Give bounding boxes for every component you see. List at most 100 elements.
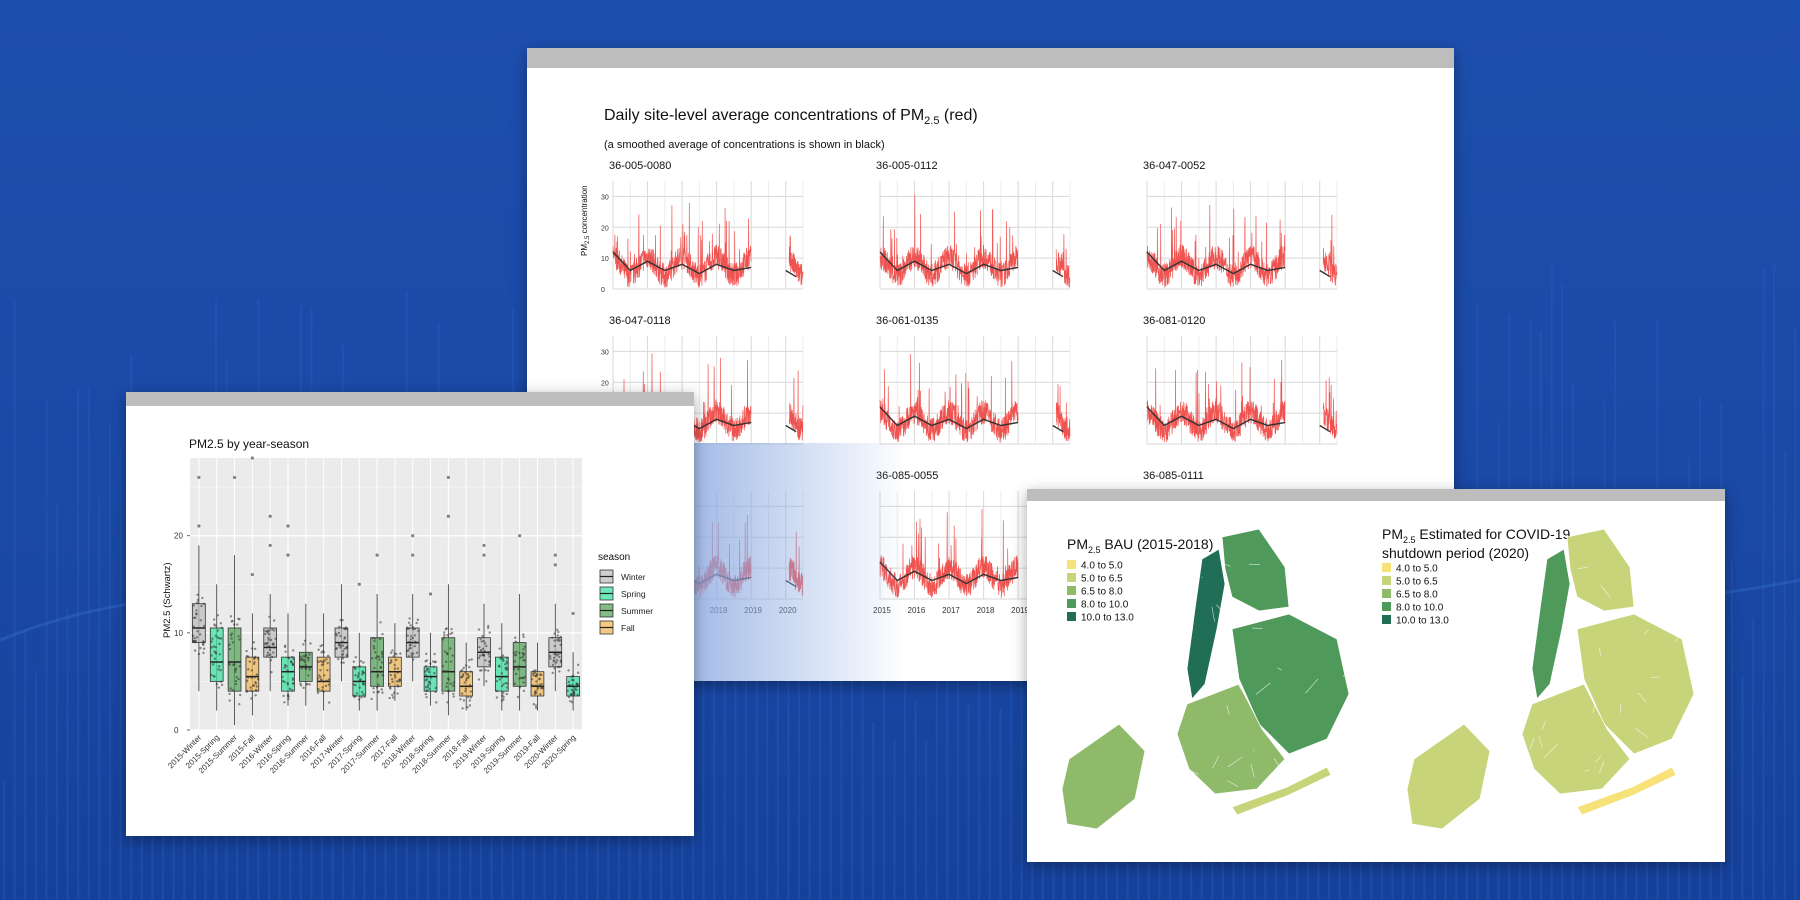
- data-point: [425, 678, 429, 681]
- data-point: [358, 665, 362, 668]
- data-point: [379, 621, 382, 624]
- data-point: [522, 681, 525, 684]
- data-point: [252, 641, 256, 644]
- card-title-bar: [1027, 489, 1725, 501]
- data-point: [327, 683, 331, 686]
- borough-rockaway: [1576, 766, 1677, 816]
- data-point: [499, 656, 503, 659]
- data-point: [446, 653, 449, 656]
- data-point: [486, 626, 490, 630]
- data-point: [362, 661, 365, 664]
- data-point: [373, 637, 377, 640]
- tract-boundary: [1255, 682, 1271, 695]
- data-point: [250, 689, 253, 692]
- data-point: [466, 706, 469, 709]
- data-point: [533, 690, 537, 694]
- data-point: [304, 666, 307, 670]
- data-point: [408, 647, 411, 650]
- data-point: [372, 647, 376, 650]
- data-point: [247, 668, 250, 671]
- outlier-point: [482, 543, 486, 548]
- data-point: [411, 658, 415, 661]
- data-point: [228, 661, 231, 665]
- data-point: [326, 669, 329, 672]
- data-point: [249, 686, 252, 689]
- map-legend-label: 4.0 to 5.0: [1396, 564, 1438, 575]
- data-point: [470, 658, 473, 661]
- data-point: [238, 665, 241, 668]
- data-point: [375, 686, 379, 689]
- smoothed-series-line: [785, 424, 797, 433]
- tract-boundary: [1592, 702, 1596, 713]
- data-point: [213, 657, 217, 660]
- data-point: [411, 636, 415, 640]
- data-point: [434, 686, 438, 690]
- borough-brooklyn: [1176, 683, 1286, 795]
- borough-queens: [1576, 613, 1695, 755]
- data-point: [408, 640, 411, 644]
- data-point: [281, 679, 285, 683]
- data-point: [444, 627, 448, 631]
- facet-site-label: 36-005-0112: [876, 160, 938, 172]
- data-point: [428, 687, 431, 691]
- data-point: [202, 647, 206, 650]
- data-point: [360, 696, 363, 699]
- smoothed-series-line: [1319, 269, 1331, 278]
- box-body: [209, 627, 224, 682]
- data-point: [441, 638, 444, 641]
- legend-label: Fall: [621, 623, 635, 633]
- map-legend-swatch: [1382, 589, 1391, 598]
- data-point: [434, 660, 437, 663]
- facet-site-label: 36-005-0080: [609, 160, 671, 172]
- data-point: [488, 651, 491, 654]
- data-point: [266, 651, 270, 654]
- data-point: [302, 654, 305, 658]
- data-point: [388, 696, 391, 700]
- outlier-point: [268, 514, 272, 518]
- map-legend-label: 5.0 to 6.5: [1396, 577, 1438, 588]
- data-point: [321, 650, 325, 653]
- data-point: [343, 647, 346, 650]
- data-point: [341, 618, 344, 622]
- data-point: [234, 668, 237, 672]
- data-point: [505, 686, 509, 689]
- data-point: [552, 660, 556, 663]
- data-point: [304, 653, 307, 656]
- map-legend-label: 8.0 to 10.0: [1396, 603, 1444, 614]
- data-point: [479, 637, 482, 640]
- smoothed-series-line: [1052, 269, 1064, 278]
- data-point: [352, 665, 355, 669]
- tract-boundary: [1211, 606, 1215, 622]
- data-point: [214, 652, 218, 655]
- data-point: [538, 677, 541, 680]
- data-point: [467, 676, 470, 679]
- map-legend-label: 6.5 to 8.0: [1081, 587, 1123, 598]
- daily-series-line: [879, 354, 1071, 443]
- outlier-point: [375, 553, 379, 557]
- tract-boundary: [1599, 761, 1605, 773]
- box-2019-Spring: [495, 623, 509, 711]
- facet-site-label: 36-061-0135: [876, 315, 938, 327]
- data-point: [381, 691, 384, 694]
- data-point: [255, 689, 258, 692]
- data-point: [327, 701, 331, 704]
- data-point: [463, 670, 467, 674]
- data-point: [253, 647, 257, 651]
- facet-panel: 36-005-0080 0 10 20 30: [601, 160, 804, 294]
- facet-ytick-label: 30: [601, 349, 609, 356]
- tract-boundary: [1595, 755, 1602, 763]
- data-point: [449, 632, 452, 636]
- data-point: [338, 625, 341, 629]
- data-point: [505, 661, 509, 665]
- tract-boundary: [1661, 759, 1676, 773]
- data-point: [408, 617, 411, 620]
- data-point: [427, 680, 431, 684]
- map-right-title: PM2.5 Estimated for COVID-19: [1382, 526, 1571, 545]
- data-point: [305, 683, 308, 686]
- data-point: [220, 626, 224, 629]
- outlier-point: [197, 475, 201, 480]
- map-legend-label: 8.0 to 10.0: [1081, 600, 1129, 611]
- data-point: [534, 704, 538, 707]
- data-point: [379, 671, 382, 674]
- data-point: [533, 692, 537, 696]
